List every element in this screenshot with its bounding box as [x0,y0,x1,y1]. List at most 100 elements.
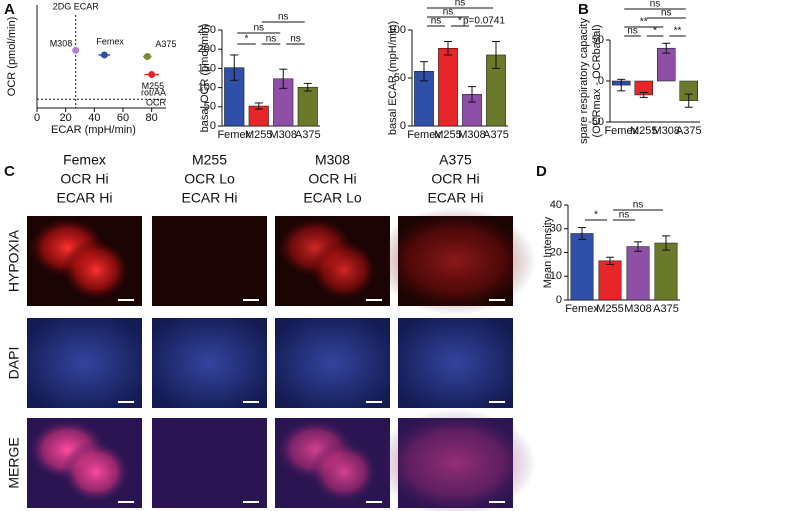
x-axis-label: ECAR (mpH/min) [51,124,136,136]
significance-label: ns [443,7,454,18]
column-header: ECAR Hi [56,190,112,206]
significance-label: ** [674,26,682,37]
x-tick-label: 40 [88,112,100,124]
column-header: ECAR Hi [181,190,237,206]
point-label: A375 [155,39,176,49]
y-tick-label: 30 [550,223,562,235]
bar [570,233,594,301]
y-tick-label: 50 [204,101,216,113]
bar [598,260,622,301]
y-tick-label: 0 [556,294,562,306]
x-tick-label: Femex [565,303,599,315]
point-label: M308 [50,39,73,49]
y-tick-label: 50 [394,72,406,84]
x-tick-label: M308 [458,129,486,141]
row-label: HYPOXIA [6,229,22,292]
x-tick-label: M255 [245,129,273,141]
column-header: OCR Hi [308,171,356,187]
y-axis-label: (OCRmax - OCRbasal) [591,24,603,137]
y-tick-label: 150 [198,62,216,74]
y-axis-label: basal OCR (pmol/min) [199,24,211,133]
significance-label: p=0.0741 [463,16,505,27]
x-tick-label: A375 [483,129,509,141]
significance-label: ns [278,12,289,23]
significance-label: ns [253,23,264,34]
bar [626,246,650,301]
x-tick-label: A375 [295,129,321,141]
y-tick-label: 10 [550,270,562,282]
y-tick-label: 0 [400,120,406,132]
bar [654,242,678,301]
y-tick-label: 50 [592,34,604,46]
x-tick-label: A375 [653,303,679,315]
x-tick-label: Femex [217,129,251,141]
column-header: ECAR Hi [427,190,483,206]
y-tick-label: 0 [210,120,216,132]
y-tick-label: -50 [588,116,604,128]
y-axis-label: Mean Intensity [542,216,554,288]
bar [438,47,458,127]
row-label: DAPI [6,347,22,380]
micrograph-signal [61,440,131,504]
column-header: Femex [63,152,106,168]
micrograph [152,418,267,508]
significance-label: ns [661,8,672,19]
significance-label: ns [619,210,630,221]
x-tick-label: M308 [652,125,680,137]
point [100,51,108,59]
panel-label: B [578,1,589,18]
panel-label: D [536,163,547,180]
image-grid: Femex OCR Hi ECAR Hi M255 OCR Lo ECAR Hi M308 O… [6,152,536,511]
x-tick-label: Femex [604,125,638,137]
x-tick-label: M255 [434,129,462,141]
significance-label: ns [266,34,277,45]
panel-label: C [4,163,15,180]
micrograph-texture [152,318,267,408]
x-tick-label: A375 [676,125,702,137]
significance-label: * [594,210,598,221]
point-label: Femex [96,36,124,46]
point [148,71,156,79]
reference-label: OCR [146,98,167,108]
micrograph-signal [309,238,379,302]
micrograph-texture [27,318,142,408]
significance-label: * [653,26,657,37]
x-tick-label: M255 [630,125,658,137]
point-label: M255 [142,81,165,91]
x-tick-label: M308 [269,129,297,141]
significance-label: ns [627,26,638,37]
x-tick-label: 60 [117,112,129,124]
panel-label: A [4,1,15,18]
y-axis-label: OCR (pmol/min) [6,17,18,96]
x-tick-label: M255 [596,303,624,315]
y-axis-label: basal ECAR (mpH/min) [387,21,399,135]
micrograph-texture [398,318,513,408]
y-tick-label: 100 [198,82,216,94]
bar [297,86,318,127]
significance-label: ** [640,17,648,28]
x-tick-label: M308 [624,303,652,315]
column-header: M255 [192,152,227,168]
significance-label: ns [455,0,466,9]
y-tick-label: 40 [550,199,562,211]
reference-label: 2DG ECAR [53,1,100,11]
significance-label: ns [290,34,301,45]
micrograph-signal [375,409,536,511]
column-header: A375 [439,152,472,168]
row-label: MERGE [6,437,22,488]
micrograph-texture [275,318,390,408]
x-tick-label: 0 [34,112,40,124]
micrograph [152,216,267,306]
point [143,53,151,60]
x-tick-label: 80 [146,112,158,124]
y-tick-label: 250 [198,24,216,36]
significance-label: * [245,34,249,45]
y-axis-label: spare respiratory capacity [578,18,590,144]
column-header: OCR Hi [431,171,479,187]
x-tick-label: Femex [407,129,441,141]
micrograph-signal [61,238,131,302]
significance-label: ns [633,200,644,211]
y-tick-label: 20 [550,246,562,258]
column-header: OCR Hi [60,171,108,187]
